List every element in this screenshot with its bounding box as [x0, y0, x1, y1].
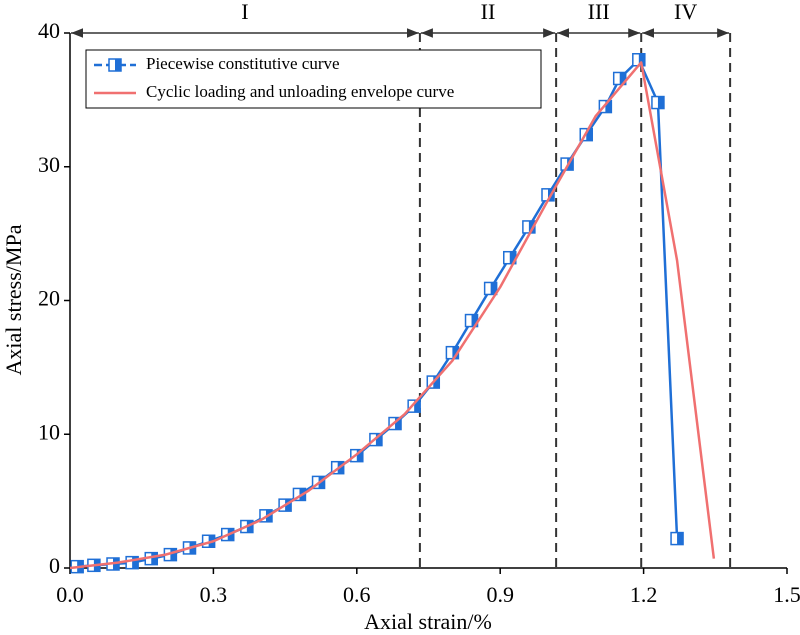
- legend-label: Cyclic loading and unloading envelope cu…: [146, 82, 454, 101]
- marker-half: [246, 520, 253, 533]
- marker-half: [452, 346, 459, 359]
- stage-label: II: [481, 0, 496, 24]
- legend-marker: [108, 58, 122, 72]
- x-tick-label: 1.2: [630, 582, 658, 607]
- marker-half: [375, 433, 382, 446]
- marker-half: [170, 548, 177, 561]
- marker-half: [638, 53, 645, 66]
- x-tick-label: 0.6: [343, 582, 371, 607]
- legend-box: [85, 49, 542, 109]
- marker-half: [619, 72, 626, 85]
- x-tick-label: 0.3: [200, 582, 228, 607]
- x-tick-label: 0.9: [486, 582, 514, 607]
- stage-label: III: [588, 0, 610, 24]
- data-point: [612, 71, 627, 86]
- marker-half: [285, 499, 292, 512]
- marker-half: [132, 556, 139, 569]
- y-axis-label: Axial stress/MPa: [1, 224, 26, 375]
- data-point: [464, 313, 479, 328]
- marker-half: [605, 100, 612, 113]
- marker-half: [567, 158, 574, 171]
- y-tick-label: 30: [38, 152, 60, 177]
- marker-half: [115, 59, 121, 71]
- x-tick-label: 1.5: [773, 582, 800, 607]
- marker-half: [586, 128, 593, 141]
- marker-half: [151, 552, 158, 565]
- marker-half: [490, 282, 497, 295]
- marker-half: [657, 96, 664, 109]
- y-tick-label: 20: [38, 286, 60, 311]
- x-axis-label: Axial strain/%: [364, 609, 492, 634]
- x-tick-label: 0.0: [56, 582, 84, 607]
- series-line: [69, 61, 716, 570]
- data-point: [651, 95, 665, 110]
- marker-half: [471, 314, 478, 327]
- marker-half: [395, 417, 402, 430]
- y-tick-label: 10: [38, 419, 60, 444]
- marker-half: [414, 400, 421, 413]
- data-point: [407, 399, 421, 413]
- stage-label: IV: [674, 0, 697, 24]
- data-point: [483, 281, 498, 296]
- marker-half: [356, 449, 363, 462]
- legend-label: Piecewise constitutive curve: [146, 54, 340, 73]
- marker-half: [509, 251, 516, 264]
- y-tick-label: 0: [49, 553, 60, 578]
- marker-half: [677, 532, 684, 545]
- y-tick-label: 40: [38, 18, 60, 43]
- marker-half: [433, 376, 440, 389]
- data-point: [670, 531, 684, 546]
- stage-label: I: [241, 0, 248, 24]
